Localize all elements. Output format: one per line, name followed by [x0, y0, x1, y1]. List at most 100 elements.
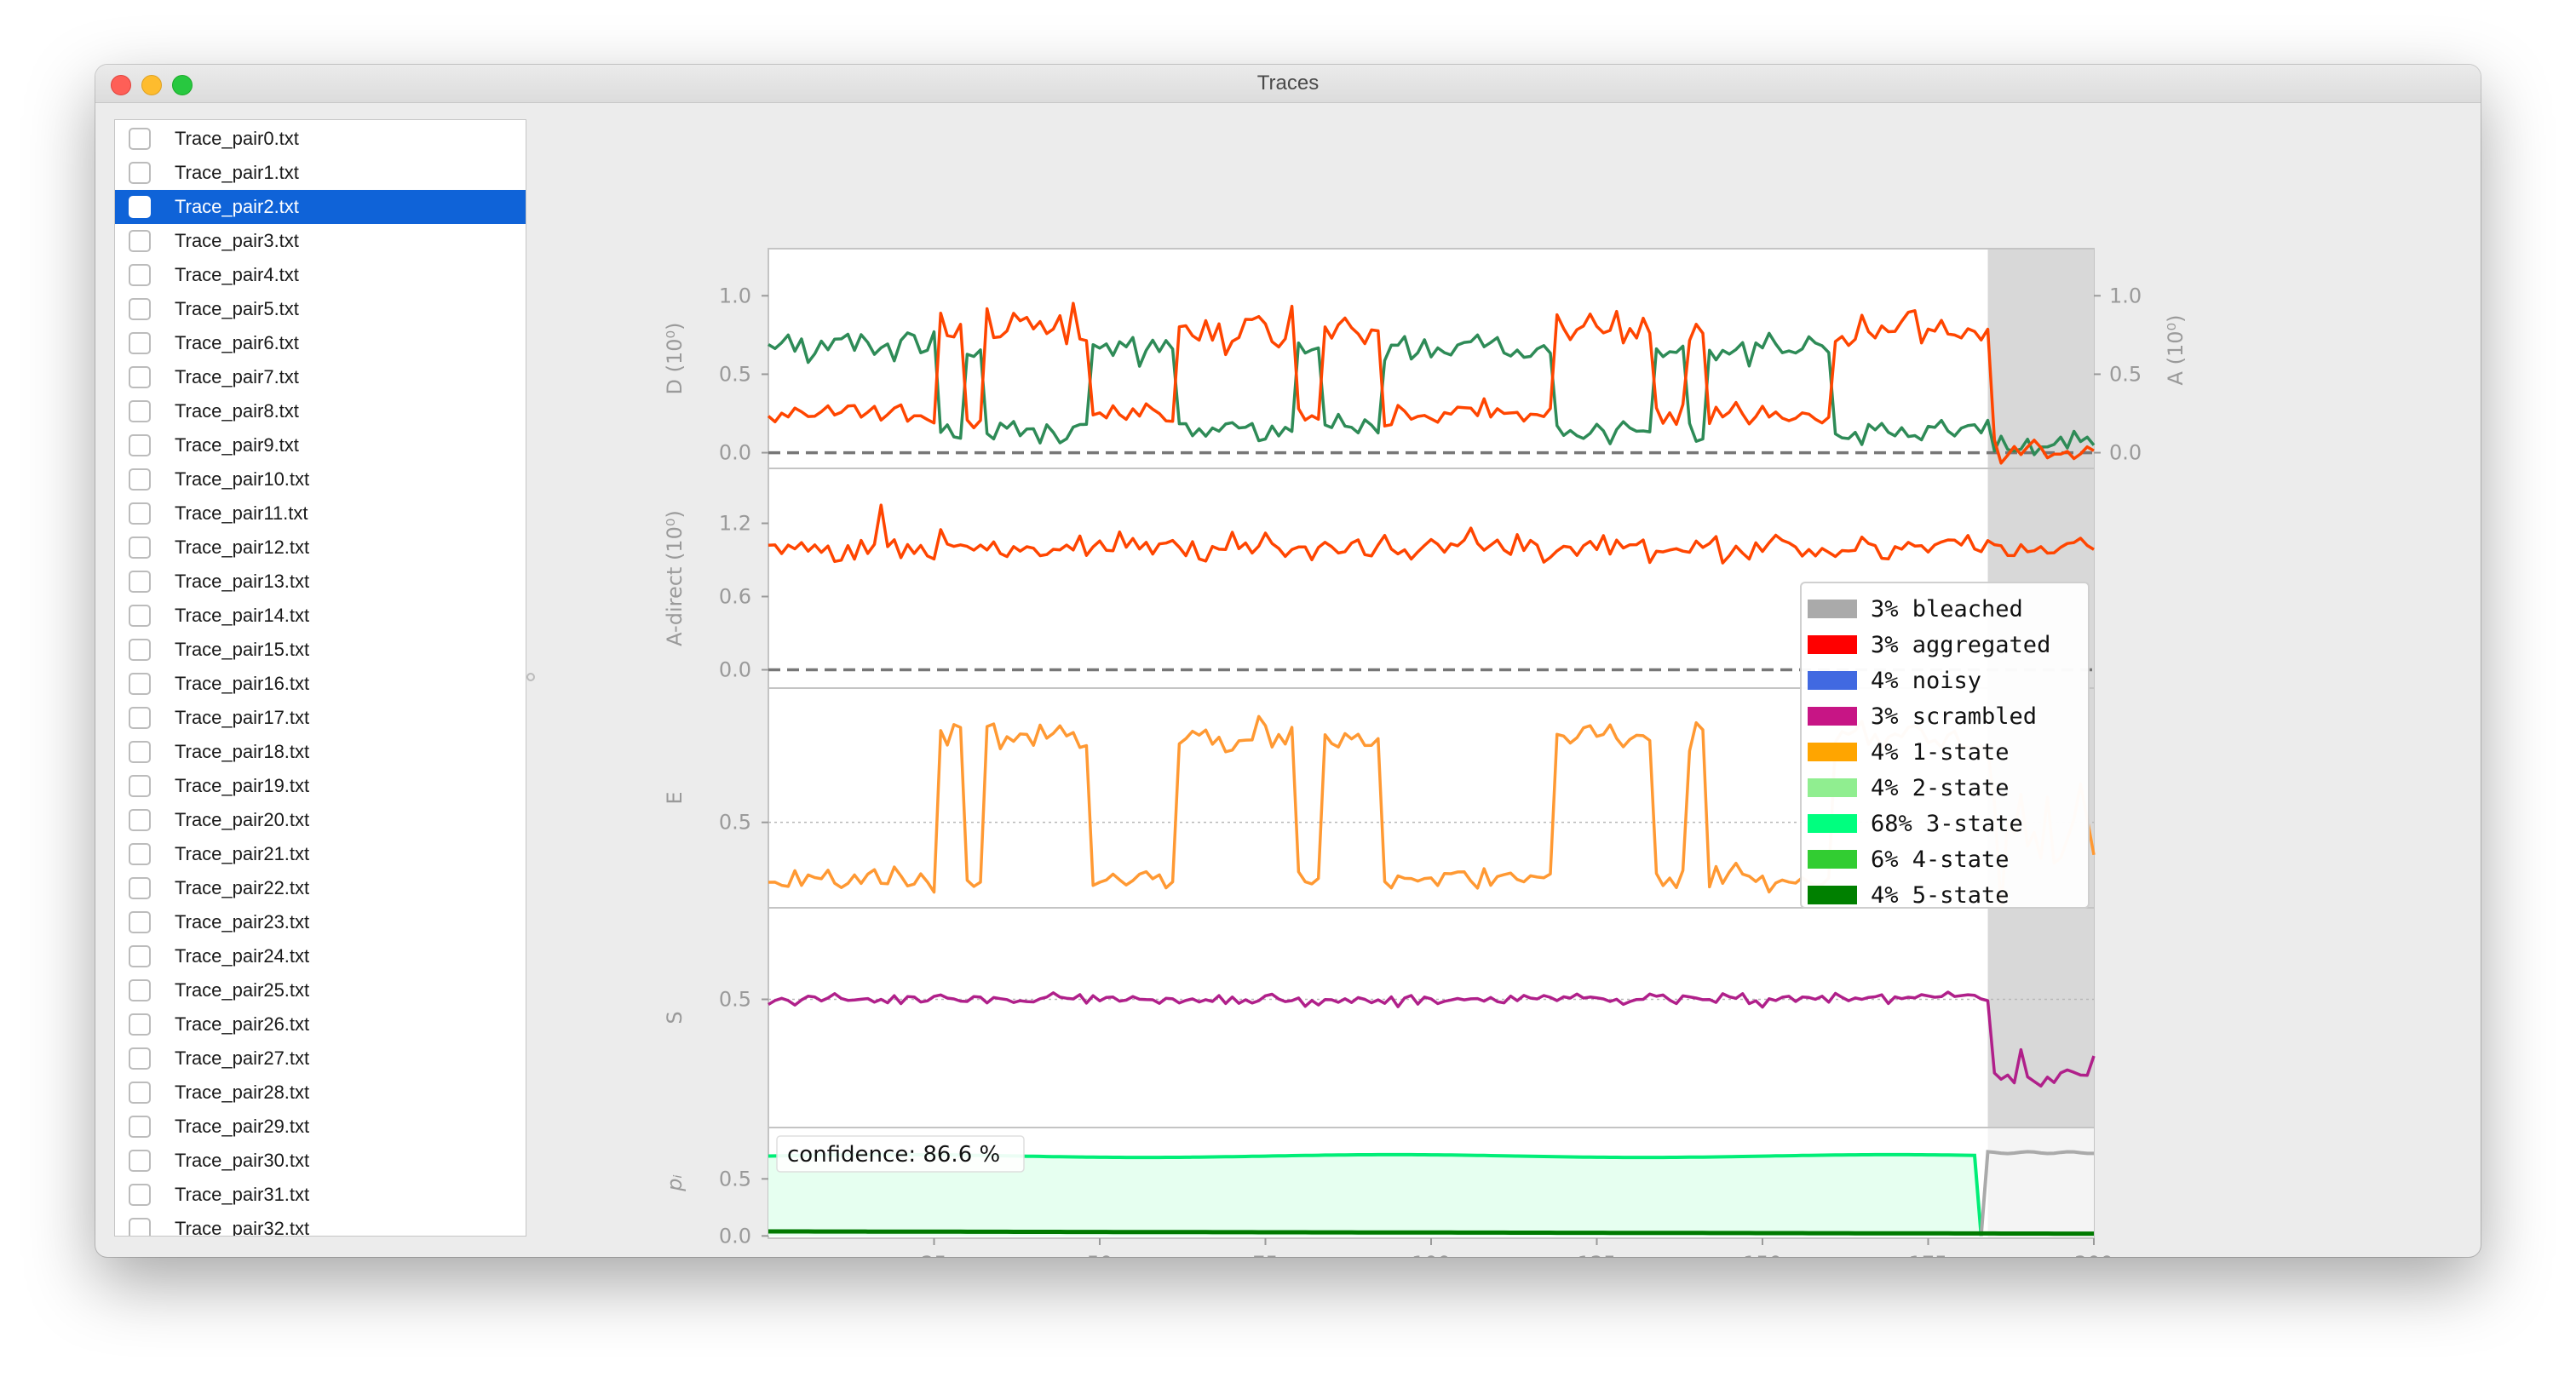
- trace-list-item[interactable]: Trace_pair24.txt: [115, 939, 526, 973]
- trace-filename: Trace_pair24.txt: [175, 945, 310, 967]
- trace-list-item[interactable]: Trace_pair10.txt: [115, 462, 526, 496]
- trace-checkbox[interactable]: [129, 673, 151, 695]
- trace-list-item[interactable]: Trace_pair16.txt: [115, 667, 526, 701]
- trace-checkbox[interactable]: [129, 468, 151, 491]
- x-tick-label: 175: [1909, 1252, 1948, 1257]
- trace-checkbox[interactable]: [129, 1184, 151, 1206]
- legend-swatch: [1808, 635, 1857, 654]
- trace-list-item[interactable]: Trace_pair27.txt: [115, 1042, 526, 1076]
- trace-list-item[interactable]: Trace_pair19.txt: [115, 769, 526, 803]
- trace-checkbox[interactable]: [129, 1013, 151, 1036]
- trace-checkbox[interactable]: [129, 537, 151, 559]
- minimize-window-button[interactable]: [141, 75, 162, 95]
- trace-checkbox[interactable]: [129, 979, 151, 1001]
- trace-list-item[interactable]: Trace_pair6.txt: [115, 326, 526, 360]
- trace-checkbox[interactable]: [129, 230, 151, 252]
- trace-checkbox[interactable]: [129, 298, 151, 320]
- trace-checkbox[interactable]: [129, 639, 151, 661]
- trace-checkbox[interactable]: [129, 196, 151, 218]
- trace-checkbox[interactable]: [129, 502, 151, 525]
- trace-list-item[interactable]: Trace_pair21.txt: [115, 837, 526, 871]
- trace-list-item[interactable]: Trace_pair25.txt: [115, 973, 526, 1007]
- trace-checkbox[interactable]: [129, 605, 151, 627]
- probability-area: [768, 1154, 1981, 1237]
- trace-checkbox[interactable]: [129, 1218, 151, 1236]
- trace-list-item[interactable]: Trace_pair26.txt: [115, 1007, 526, 1042]
- trace-filename: Trace_pair3.txt: [175, 230, 299, 251]
- trace-checkbox[interactable]: [129, 1047, 151, 1070]
- trace-checkbox[interactable]: [129, 128, 151, 150]
- trace-checkbox[interactable]: [129, 775, 151, 797]
- trace-list-item[interactable]: Trace_pair15.txt: [115, 633, 526, 667]
- trace-checkbox[interactable]: [129, 264, 151, 286]
- trace-list-item[interactable]: Trace_pair3.txt: [115, 224, 526, 258]
- trace-checkbox[interactable]: [129, 366, 151, 388]
- trace-checkbox[interactable]: [129, 1116, 151, 1138]
- trace-list-item[interactable]: Trace_pair1.txt: [115, 156, 526, 190]
- trace-checkbox[interactable]: [129, 877, 151, 899]
- trace-checkbox[interactable]: [129, 162, 151, 184]
- trace-list-item[interactable]: Trace_pair7.txt: [115, 360, 526, 394]
- trace-list-item[interactable]: Trace_pair29.txt: [115, 1110, 526, 1144]
- y-tick-label: 1.0: [719, 284, 751, 307]
- confidence-box-bg: [776, 1135, 1025, 1173]
- trace-file-list[interactable]: Trace_pair0.txt Trace_pair1.txt Trace_pair…: [114, 119, 526, 1237]
- trace-checkbox[interactable]: [129, 843, 151, 865]
- trace-list-item[interactable]: Trace_pair32.txt: [115, 1212, 526, 1236]
- legend-swatch: [1808, 707, 1857, 726]
- legend-swatch: [1808, 886, 1857, 904]
- trace-checkbox[interactable]: [129, 911, 151, 933]
- trace-list-item[interactable]: Trace_pair31.txt: [115, 1178, 526, 1212]
- trace-checkbox[interactable]: [129, 434, 151, 456]
- trace-checkbox[interactable]: [129, 707, 151, 729]
- y-tick-label: 0.5: [719, 811, 751, 835]
- trace-filename: Trace_pair15.txt: [175, 639, 310, 660]
- legend-label: 4% noisy: [1871, 668, 1981, 694]
- splitter-handle[interactable]: [526, 673, 535, 681]
- trace-list-item[interactable]: Trace_pair22.txt: [115, 871, 526, 905]
- trace-list-item[interactable]: Trace_pair0.txt: [115, 122, 526, 156]
- trace-list-item[interactable]: Trace_pair23.txt: [115, 905, 526, 939]
- trace-list-item[interactable]: Trace_pair18.txt: [115, 735, 526, 769]
- trace-list-item[interactable]: Trace_pair30.txt: [115, 1144, 526, 1178]
- trace-checkbox[interactable]: [129, 571, 151, 593]
- trace-list-item[interactable]: Trace_pair4.txt: [115, 258, 526, 292]
- series-line-5-state: [768, 1229, 2094, 1237]
- trace-filename: Trace_pair0.txt: [175, 128, 299, 149]
- trace-list-item[interactable]: Trace_pair2.txt: [115, 190, 526, 224]
- zoom-window-button[interactable]: [172, 75, 193, 95]
- trace-filename: Trace_pair18.txt: [175, 741, 310, 762]
- trace-filename: Trace_pair12.txt: [175, 537, 310, 558]
- y-axis-label: pᵢ: [663, 1174, 687, 1192]
- trace-checkbox[interactable]: [129, 400, 151, 422]
- series-line-s: [768, 990, 2096, 1088]
- trace-filename: Trace_pair1.txt: [175, 162, 299, 183]
- trace-list-item[interactable]: Trace_pair11.txt: [115, 496, 526, 531]
- trace-checkbox[interactable]: [129, 809, 151, 831]
- trace-list-item[interactable]: Trace_pair14.txt: [115, 599, 526, 633]
- close-window-button[interactable]: [111, 75, 131, 95]
- trace-list-item[interactable]: Trace_pair13.txt: [115, 565, 526, 599]
- confidence-text: confidence: 86.6 %: [787, 1142, 1000, 1168]
- trace-list-item[interactable]: Trace_pair5.txt: [115, 292, 526, 326]
- trace-checkbox[interactable]: [129, 741, 151, 763]
- trace-list-item[interactable]: Trace_pair8.txt: [115, 394, 526, 428]
- trace-list-item[interactable]: Trace_pair20.txt: [115, 803, 526, 837]
- series-line-a: [767, 301, 2095, 465]
- trace-checkbox[interactable]: [129, 945, 151, 967]
- trace-list-item[interactable]: Trace_pair12.txt: [115, 531, 526, 565]
- y-axis-label: D (10⁰): [663, 323, 687, 395]
- trace-list-item[interactable]: Trace_pair17.txt: [115, 701, 526, 735]
- y-tick-label: 0.5: [719, 988, 751, 1012]
- trace-checkbox[interactable]: [129, 1150, 151, 1172]
- trace-filename: Trace_pair21.txt: [175, 843, 310, 864]
- trace-filename: Trace_pair20.txt: [175, 809, 310, 830]
- trace-list-item[interactable]: Trace_pair28.txt: [115, 1076, 526, 1110]
- trace-checkbox[interactable]: [129, 1082, 151, 1104]
- trace-filename: Trace_pair25.txt: [175, 979, 310, 1001]
- trace-checkbox[interactable]: [129, 332, 151, 354]
- trace-list-item[interactable]: Trace_pair9.txt: [115, 428, 526, 462]
- legend-swatch: [1808, 850, 1857, 869]
- y-tick-label-right: 1.0: [2109, 284, 2142, 307]
- legend-label: 4% 5-state: [1871, 882, 2010, 909]
